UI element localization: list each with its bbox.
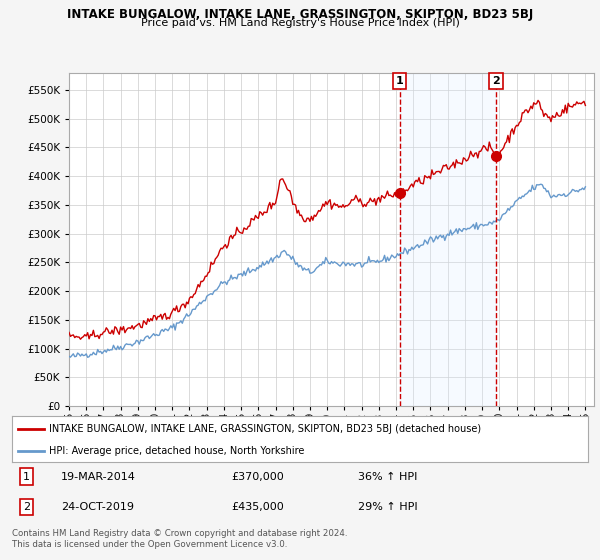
Text: 24-OCT-2019: 24-OCT-2019 xyxy=(61,502,134,512)
Text: £370,000: £370,000 xyxy=(231,472,284,482)
Text: 36% ↑ HPI: 36% ↑ HPI xyxy=(358,472,417,482)
Text: £435,000: £435,000 xyxy=(231,502,284,512)
Text: 29% ↑ HPI: 29% ↑ HPI xyxy=(358,502,417,512)
Text: 19-MAR-2014: 19-MAR-2014 xyxy=(61,472,136,482)
Bar xyxy=(400,73,496,406)
Text: Contains HM Land Registry data © Crown copyright and database right 2024.
This d: Contains HM Land Registry data © Crown c… xyxy=(12,529,347,549)
Text: HPI: Average price, detached house, North Yorkshire: HPI: Average price, detached house, Nort… xyxy=(49,446,305,455)
Text: 1: 1 xyxy=(23,472,30,482)
Text: 2: 2 xyxy=(492,76,500,86)
Text: INTAKE BUNGALOW, INTAKE LANE, GRASSINGTON, SKIPTON, BD23 5BJ: INTAKE BUNGALOW, INTAKE LANE, GRASSINGTO… xyxy=(67,8,533,21)
Text: Price paid vs. HM Land Registry's House Price Index (HPI): Price paid vs. HM Land Registry's House … xyxy=(140,18,460,28)
Text: INTAKE BUNGALOW, INTAKE LANE, GRASSINGTON, SKIPTON, BD23 5BJ (detached house): INTAKE BUNGALOW, INTAKE LANE, GRASSINGTO… xyxy=(49,424,482,434)
Text: 1: 1 xyxy=(396,76,404,86)
Text: 2: 2 xyxy=(23,502,30,512)
